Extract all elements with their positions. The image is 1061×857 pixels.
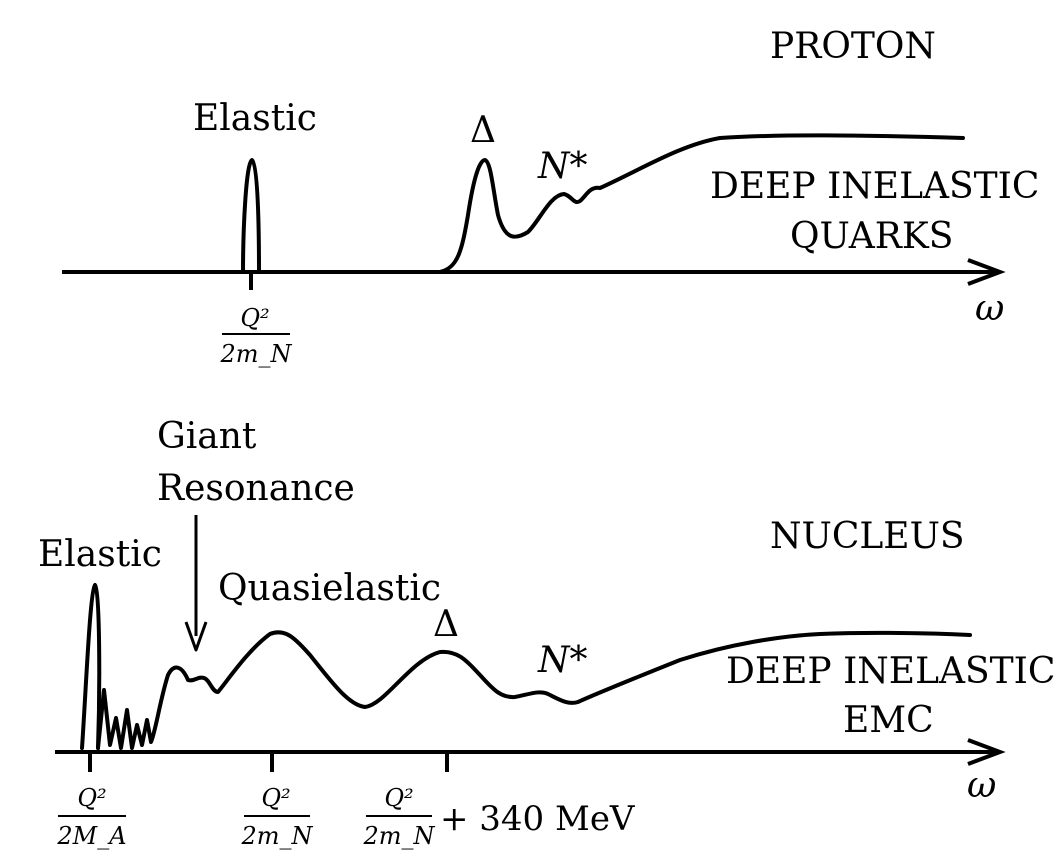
nucleus-tick2-numerator: Q² [261, 784, 290, 812]
proton-tick-fraction: Q² 2m_N [219, 304, 292, 368]
quasielastic-label: Quasielastic [218, 568, 441, 609]
nucleus-tick1-fraction: Q² 2M_A [56, 784, 126, 850]
nucleus-delta-label: Δ [433, 604, 459, 645]
proton-elastic-label: Elastic [193, 98, 317, 139]
nucleus-response-curve [96, 630, 972, 750]
proton-axis-label: ω [975, 288, 1004, 329]
giant-resonance-arrow [184, 515, 208, 652]
nucleus-tick3-denominator: 2m_N [362, 822, 435, 850]
proton-tick-denominator: 2m_N [219, 340, 292, 368]
proton-delta-label: Δ [470, 110, 496, 151]
proton-title: PROTON [770, 26, 936, 67]
nucleus-tick3-suffix: + 340 MeV [440, 799, 636, 839]
proton-quarks-label: QUARKS [790, 216, 953, 257]
giant-label: Giant [157, 416, 257, 457]
proton-axis-arrowhead [967, 258, 1006, 286]
nucleus-tick1-denominator: 2M_A [56, 822, 126, 850]
nucleus-tick1-numerator: Q² [77, 784, 106, 812]
nucleus-axis-arrowhead [967, 738, 1006, 766]
nucleus-elastic-label: Elastic [38, 534, 162, 575]
proton-elastic-peak [241, 158, 261, 274]
nucleus-tick2-denominator: 2m_N [240, 822, 313, 850]
nucleus-axis-label: ω [967, 765, 996, 806]
nucleus-elastic-peak [80, 583, 102, 750]
nucleus-panel: NUCLEUS ω Elastic Giant Resonance Quasie… [38, 416, 1055, 850]
proton-deep-inelastic-label: DEEP INELASTIC [710, 166, 1039, 207]
nucleus-tick2-fraction: Q² 2m_N [240, 784, 313, 850]
proton-nstar-label: N* [537, 146, 588, 187]
proton-panel: PROTON ω Elastic Q² 2m_N Δ N* DEEP INELA… [62, 26, 1039, 368]
proton-tick-numerator: Q² [240, 304, 269, 332]
nucleus-nstar-label: N* [537, 640, 588, 681]
resonance-label: Resonance [157, 468, 355, 509]
nucleus-tick3-numerator: Q² [384, 784, 413, 812]
proton-inelastic-curve [438, 133, 965, 274]
nucleus-tick3-fraction: Q² 2m_N + 340 MeV [362, 784, 635, 850]
nucleus-title: NUCLEUS [770, 516, 965, 557]
emc-label: EMC [843, 700, 934, 741]
nucleus-deep-inelastic-label: DEEP INELASTIC [726, 651, 1055, 692]
